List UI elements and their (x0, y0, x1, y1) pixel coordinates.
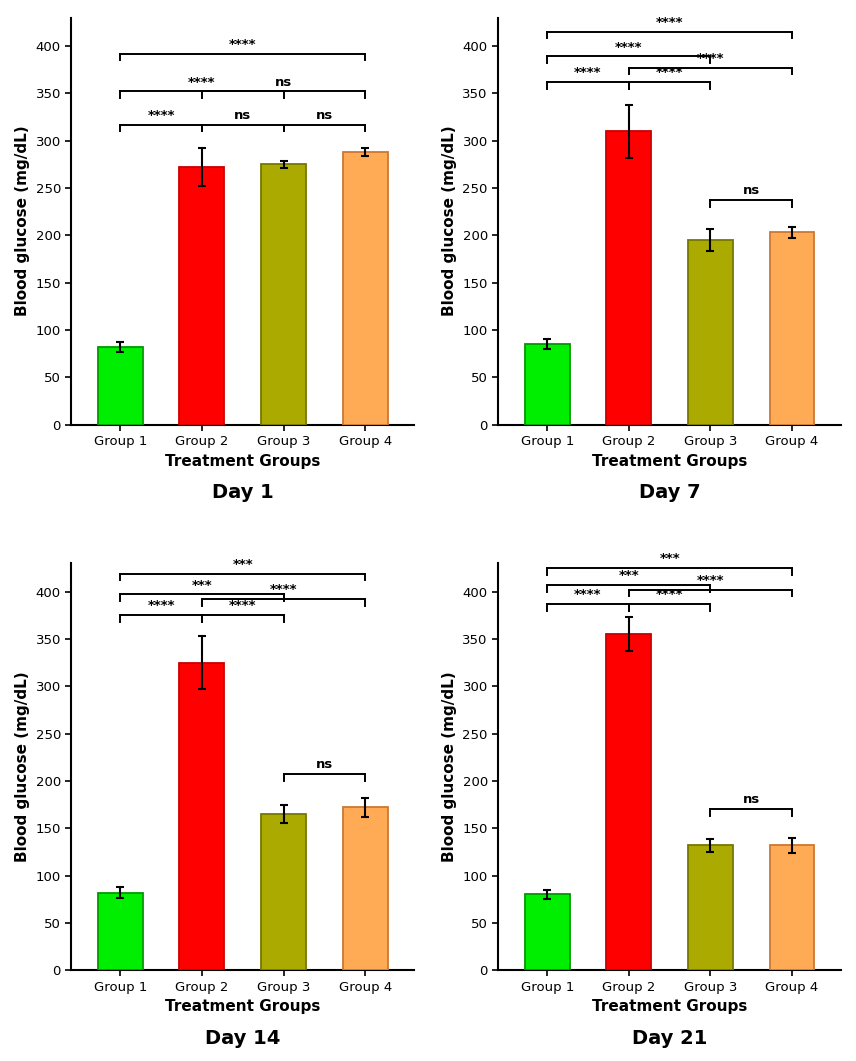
Bar (261, 814, 306, 970)
Text: ***: *** (619, 569, 639, 582)
Y-axis label: Blood glucose (mg/dL): Blood glucose (mg/dL) (442, 126, 457, 316)
Text: ****: **** (188, 75, 216, 89)
Text: ****: **** (574, 66, 602, 80)
Bar (525, 894, 569, 970)
Text: ****: **** (574, 588, 602, 602)
Text: ****: **** (656, 16, 683, 29)
Text: ns: ns (316, 759, 333, 771)
Bar (525, 344, 569, 424)
Bar (98, 347, 143, 424)
Text: ****: **** (229, 599, 257, 612)
Text: ****: **** (656, 588, 683, 602)
Text: ***: *** (659, 552, 680, 566)
Text: Day 14: Day 14 (205, 1028, 281, 1047)
Text: ***: *** (233, 558, 253, 571)
X-axis label: Treatment Groups: Treatment Groups (165, 999, 320, 1014)
Text: Day 1: Day 1 (211, 483, 274, 502)
Text: ***: *** (192, 578, 212, 592)
Y-axis label: Blood glucose (mg/dL): Blood glucose (mg/dL) (15, 126, 30, 316)
Bar (770, 846, 814, 970)
Bar (261, 164, 306, 424)
Text: ns: ns (316, 108, 333, 122)
Text: ns: ns (743, 185, 760, 197)
Text: ****: **** (147, 108, 175, 122)
Text: Day 21: Day 21 (632, 1028, 707, 1047)
Bar (606, 132, 651, 424)
Text: ns: ns (275, 75, 292, 89)
Text: ****: **** (147, 599, 175, 612)
X-axis label: Treatment Groups: Treatment Groups (592, 999, 747, 1014)
Text: ****: **** (697, 574, 724, 587)
Bar (606, 634, 651, 970)
X-axis label: Treatment Groups: Treatment Groups (165, 454, 320, 469)
Bar (180, 662, 224, 970)
Text: ****: **** (656, 66, 683, 80)
Bar (342, 807, 388, 970)
Text: ****: **** (229, 38, 257, 51)
Text: ****: **** (270, 584, 297, 596)
Text: Day 7: Day 7 (639, 483, 700, 502)
Bar (770, 232, 814, 424)
Y-axis label: Blood glucose (mg/dL): Blood glucose (mg/dL) (15, 672, 30, 862)
Bar (688, 846, 733, 970)
Y-axis label: Blood glucose (mg/dL): Blood glucose (mg/dL) (442, 672, 457, 862)
Text: ns: ns (743, 794, 760, 806)
Bar (342, 152, 388, 424)
Bar (98, 892, 143, 970)
Bar (688, 240, 733, 424)
Bar (180, 168, 224, 424)
Text: ns: ns (234, 108, 252, 122)
Text: ****: **** (615, 40, 643, 54)
Text: ****: **** (697, 52, 724, 65)
X-axis label: Treatment Groups: Treatment Groups (592, 454, 747, 469)
